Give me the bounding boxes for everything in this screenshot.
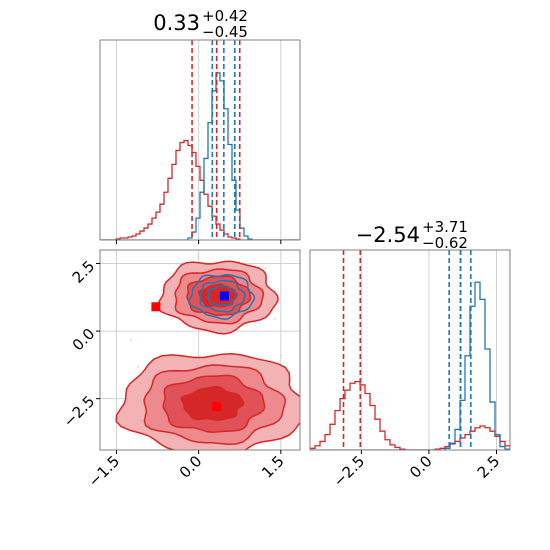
tick-label-y-p1-1: 0.0 — [69, 325, 99, 355]
tick-label-y-p1-2: 2.5 — [69, 257, 99, 287]
tick-label-x-p0-1: 0.0 — [176, 452, 206, 482]
marker-1 — [212, 402, 222, 412]
scatter-point — [264, 267, 267, 270]
marker-0 — [151, 302, 161, 312]
title-p0-median: 0.33 — [153, 11, 200, 35]
histogram-p0-series-b — [100, 72, 300, 240]
histogram-p1-series-b — [310, 281, 510, 450]
scatter-point — [274, 317, 276, 320]
histogram-p0-series-a — [100, 139, 300, 240]
tick-label-x-p1-1: 0.0 — [406, 452, 436, 482]
joint-density-content — [115, 245, 315, 450]
scatter-point — [280, 354, 283, 357]
joint-density-frame — [99, 249, 301, 451]
scatter-point — [130, 339, 132, 342]
histogram-p1-panel — [309, 249, 511, 451]
histogram-p0-panel — [99, 39, 301, 241]
density-b-contour-0 — [188, 273, 256, 320]
scatter-point — [170, 317, 173, 320]
title-p1-minus: −0.62 — [422, 234, 468, 252]
marker-2 — [219, 291, 229, 301]
scatter-point — [137, 365, 139, 368]
histogram-p1-bars — [310, 250, 510, 450]
density-a-mode-0-contour-3 — [197, 283, 238, 308]
tick-label-x-p0-0: −1.5 — [85, 452, 123, 490]
title-p1: −2.54 +3.71 −0.62 — [356, 218, 468, 252]
tick-label-y-p1-0: −2.5 — [60, 392, 98, 430]
histogram-p0-frame — [99, 39, 301, 241]
title-p0-minus: −0.45 — [202, 23, 248, 41]
title-p1-median: −2.54 — [356, 223, 420, 247]
scatter-point — [313, 289, 315, 291]
histogram-p1-frame — [309, 249, 511, 451]
joint-density-panel — [99, 245, 315, 451]
density-b-contour-1 — [199, 279, 246, 313]
tick-label-x-p1-2: 2.5 — [474, 452, 504, 482]
title-p0-plus: +0.42 — [202, 7, 248, 25]
scatter-point — [161, 289, 164, 292]
title-p1-plus: +3.71 — [422, 218, 468, 236]
tick-label-x-p0-2: 1.5 — [258, 452, 288, 482]
histogram-p0-bars — [100, 40, 300, 240]
histogram-p1-series-a — [310, 380, 510, 450]
title-p0: 0.33 +0.42 −0.45 — [153, 7, 248, 41]
scatter-point — [204, 245, 206, 247]
tick-label-x-p1-0: −2.5 — [330, 452, 368, 490]
density-b-contour-2 — [207, 285, 237, 307]
